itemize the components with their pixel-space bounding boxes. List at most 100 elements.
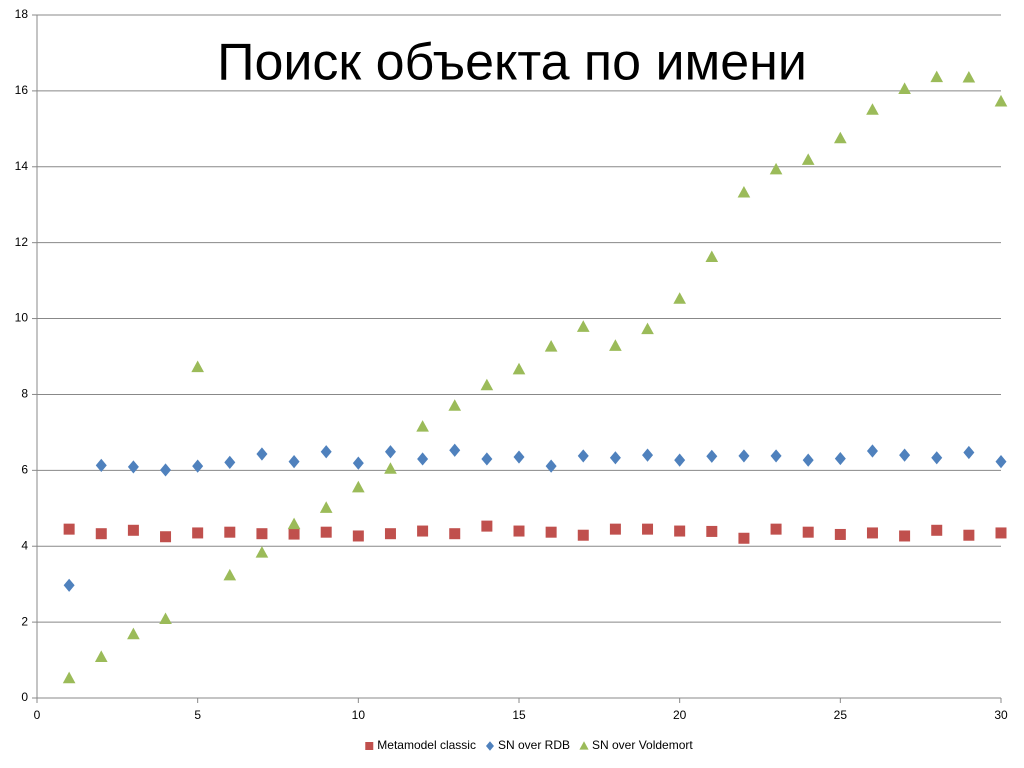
- y-tick-label: 16: [15, 83, 29, 97]
- point: [94, 650, 108, 662]
- legend: Metamodel classic SN over RDB SN over Vold…: [365, 738, 693, 752]
- point: [642, 448, 654, 462]
- point: [127, 627, 140, 640]
- point: [834, 131, 847, 144]
- point: [931, 524, 943, 536]
- point: [577, 529, 589, 541]
- point: [288, 528, 300, 540]
- point: [770, 449, 782, 463]
- point: [738, 449, 750, 463]
- point: [994, 94, 1008, 107]
- point: [481, 452, 493, 466]
- point: [963, 529, 975, 541]
- point: [674, 453, 686, 467]
- point: [384, 445, 396, 459]
- y-tick-label: 8: [21, 387, 28, 401]
- point: [384, 528, 396, 540]
- point: [834, 451, 846, 466]
- point: [192, 459, 204, 473]
- point: [127, 524, 139, 536]
- point: [738, 532, 750, 544]
- point: [930, 70, 944, 83]
- point: [63, 578, 75, 592]
- point: [995, 455, 1007, 469]
- x-tick-label: 0: [34, 708, 41, 722]
- point: [255, 546, 269, 558]
- point: [642, 523, 654, 535]
- point: [160, 463, 172, 477]
- legend-label: SN over RDB: [498, 738, 570, 752]
- point: [95, 458, 107, 473]
- point: [995, 527, 1007, 539]
- point: [160, 531, 172, 543]
- point: [256, 528, 268, 540]
- point: [448, 399, 462, 411]
- point: [769, 162, 783, 175]
- point: [673, 292, 686, 304]
- point: [866, 103, 879, 115]
- point: [866, 527, 878, 539]
- point: [287, 517, 301, 530]
- point: [513, 450, 525, 464]
- point: [963, 445, 975, 460]
- point: [481, 520, 493, 532]
- point: [352, 456, 364, 470]
- point: [962, 71, 976, 83]
- point: [898, 82, 911, 94]
- point: [224, 526, 236, 538]
- x-tick-label: 30: [994, 708, 1008, 722]
- point: [256, 447, 268, 461]
- point: [609, 451, 621, 465]
- point: [192, 527, 204, 539]
- point: [63, 523, 75, 535]
- x-tick-label: 25: [834, 708, 848, 722]
- point: [320, 526, 332, 538]
- y-tick-label: 12: [15, 235, 29, 249]
- point: [191, 360, 204, 373]
- point: [545, 459, 557, 473]
- y-tick-label: 10: [15, 311, 29, 325]
- point: [513, 525, 525, 537]
- point: [834, 528, 846, 540]
- x-tick-label: 5: [194, 708, 201, 722]
- y-tick-label: 0: [21, 690, 28, 704]
- x-tick-label: 20: [673, 708, 687, 722]
- point: [449, 528, 461, 540]
- point: [159, 612, 172, 625]
- point: [480, 378, 494, 391]
- point: [417, 525, 429, 537]
- point: [576, 320, 590, 332]
- point: [737, 185, 751, 198]
- point: [899, 448, 911, 462]
- y-tick-label: 18: [15, 7, 29, 21]
- chart-title: Поиск объекта по имени: [217, 34, 807, 92]
- point: [609, 523, 621, 535]
- point: [288, 455, 300, 469]
- point: [770, 523, 782, 535]
- point: [801, 153, 815, 165]
- point: [931, 451, 943, 465]
- point: [223, 568, 237, 581]
- y-tick-label: 14: [15, 159, 29, 173]
- point: [320, 445, 332, 459]
- x-tick-label: 15: [512, 708, 526, 722]
- point: [802, 453, 814, 467]
- point: [899, 530, 911, 542]
- point: [641, 322, 654, 335]
- point: [417, 452, 429, 466]
- point: [352, 530, 364, 542]
- legend-marker: [485, 741, 494, 751]
- x-tick-label: 10: [352, 708, 366, 722]
- point: [577, 449, 589, 463]
- point: [319, 501, 333, 513]
- legend-marker: [365, 742, 374, 750]
- point: [802, 526, 814, 538]
- point: [127, 460, 139, 474]
- point: [384, 462, 397, 474]
- point: [224, 455, 236, 469]
- point: [706, 525, 718, 537]
- point: [416, 420, 429, 432]
- point: [62, 671, 76, 684]
- point: [95, 528, 107, 540]
